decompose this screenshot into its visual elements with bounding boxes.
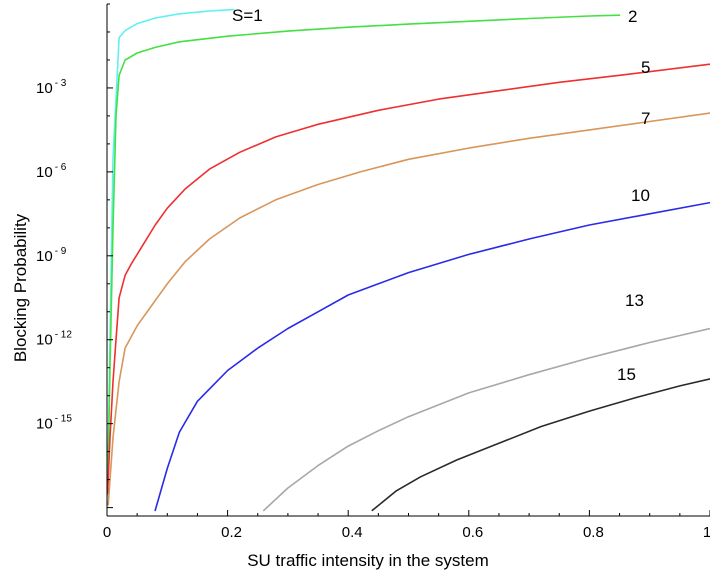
x-tick-label: 0.4 bbox=[342, 524, 363, 541]
series-label-6: 15 bbox=[617, 365, 636, 384]
x-tick-label: 0.8 bbox=[583, 524, 604, 541]
series-label-3: 7 bbox=[641, 109, 650, 128]
x-tick-label: 1 bbox=[703, 524, 710, 541]
series-label-0: S=1 bbox=[232, 6, 263, 25]
y-tick-label: 10- 6 bbox=[36, 162, 67, 181]
y-tick-label: 10- 9 bbox=[36, 246, 67, 265]
series-line-1 bbox=[106, 14, 621, 495]
y-tick-label: 10- 3 bbox=[36, 78, 67, 97]
y-tick-label: 10- 12 bbox=[36, 330, 72, 349]
series-line-4 bbox=[154, 201, 710, 512]
series-line-3 bbox=[107, 112, 710, 506]
series-labels: S=1 2 5 7 10 13 15 bbox=[232, 6, 650, 384]
x-tick-label: 0.2 bbox=[221, 524, 242, 541]
series-label-2: 5 bbox=[641, 58, 650, 77]
series-label-1: 2 bbox=[628, 7, 637, 26]
y-ticks: 10- 3 10- 6 10- 9 10- 12 10- 15 bbox=[36, 3, 113, 509]
series-layer bbox=[106, 8, 710, 512]
y-tick-label: 10- 15 bbox=[36, 414, 72, 433]
series-label-4: 10 bbox=[631, 186, 650, 205]
x-ticks: 0 0.2 0.4 0.6 0.8 1 bbox=[103, 510, 710, 541]
x-tick-label: 0 bbox=[103, 524, 111, 541]
series-line-6 bbox=[371, 378, 710, 512]
series-line-2 bbox=[106, 63, 710, 495]
y-axis-label: Blocking Probability bbox=[11, 213, 30, 362]
series-line-0 bbox=[106, 8, 235, 498]
series-label-5: 13 bbox=[625, 291, 644, 310]
x-axis-label: SU traffic intensity in the system bbox=[247, 551, 489, 570]
x-tick-label: 0.6 bbox=[462, 524, 483, 541]
series-line-5 bbox=[262, 327, 710, 512]
